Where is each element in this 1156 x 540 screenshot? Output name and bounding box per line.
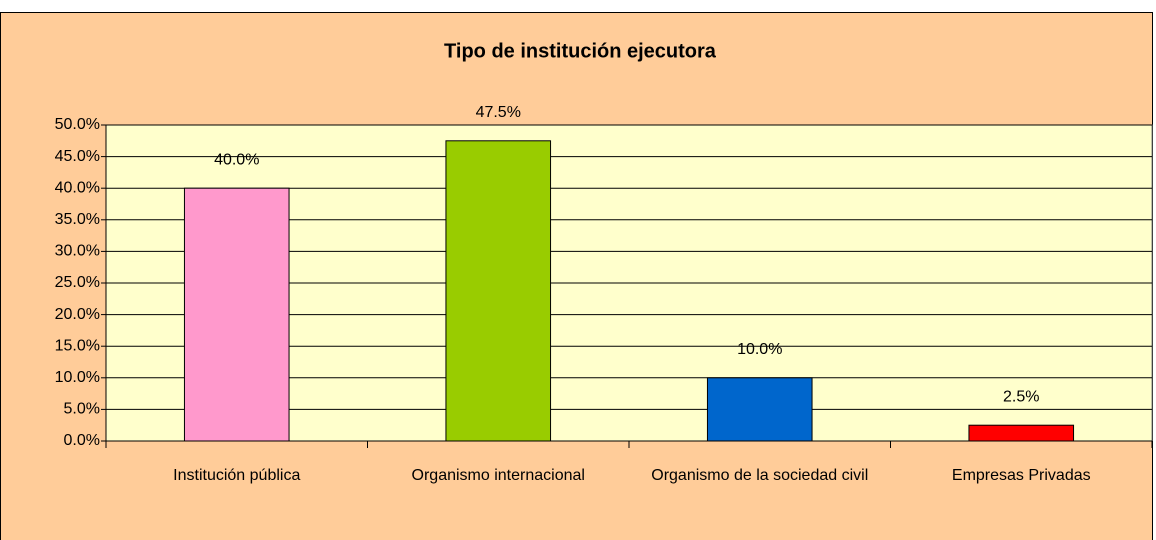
y-tick-label: 15.0%: [55, 337, 100, 354]
data-label: 10.0%: [737, 341, 782, 358]
bar: [968, 424, 1075, 442]
y-tick-label: 5.0%: [64, 401, 100, 418]
y-tick-label: 25.0%: [55, 274, 100, 291]
x-tick-label: Institución pública: [173, 467, 300, 484]
data-label: 47.5%: [476, 104, 521, 121]
data-label: 2.5%: [1003, 388, 1039, 405]
y-tick-label: 40.0%: [55, 179, 100, 196]
y-tick-label: 0.0%: [64, 432, 100, 449]
data-label: 40.0%: [214, 151, 259, 168]
y-tick-label: 50.0%: [55, 116, 100, 133]
x-tick-label: Organismo internacional: [412, 467, 585, 484]
x-tick-label: Organismo de la sociedad civil: [651, 467, 868, 484]
bar: [183, 187, 290, 442]
bar: [445, 140, 552, 442]
y-tick-label: 10.0%: [55, 369, 100, 386]
bar: [706, 377, 813, 442]
x-tick-label: Empresas Privadas: [952, 467, 1091, 484]
y-tick-label: 35.0%: [55, 211, 100, 228]
y-tick-label: 30.0%: [55, 243, 100, 260]
y-tick-label: 20.0%: [55, 306, 100, 323]
y-tick-label: 45.0%: [55, 148, 100, 165]
chart-title: Tipo de institución ejecutora: [444, 40, 717, 62]
